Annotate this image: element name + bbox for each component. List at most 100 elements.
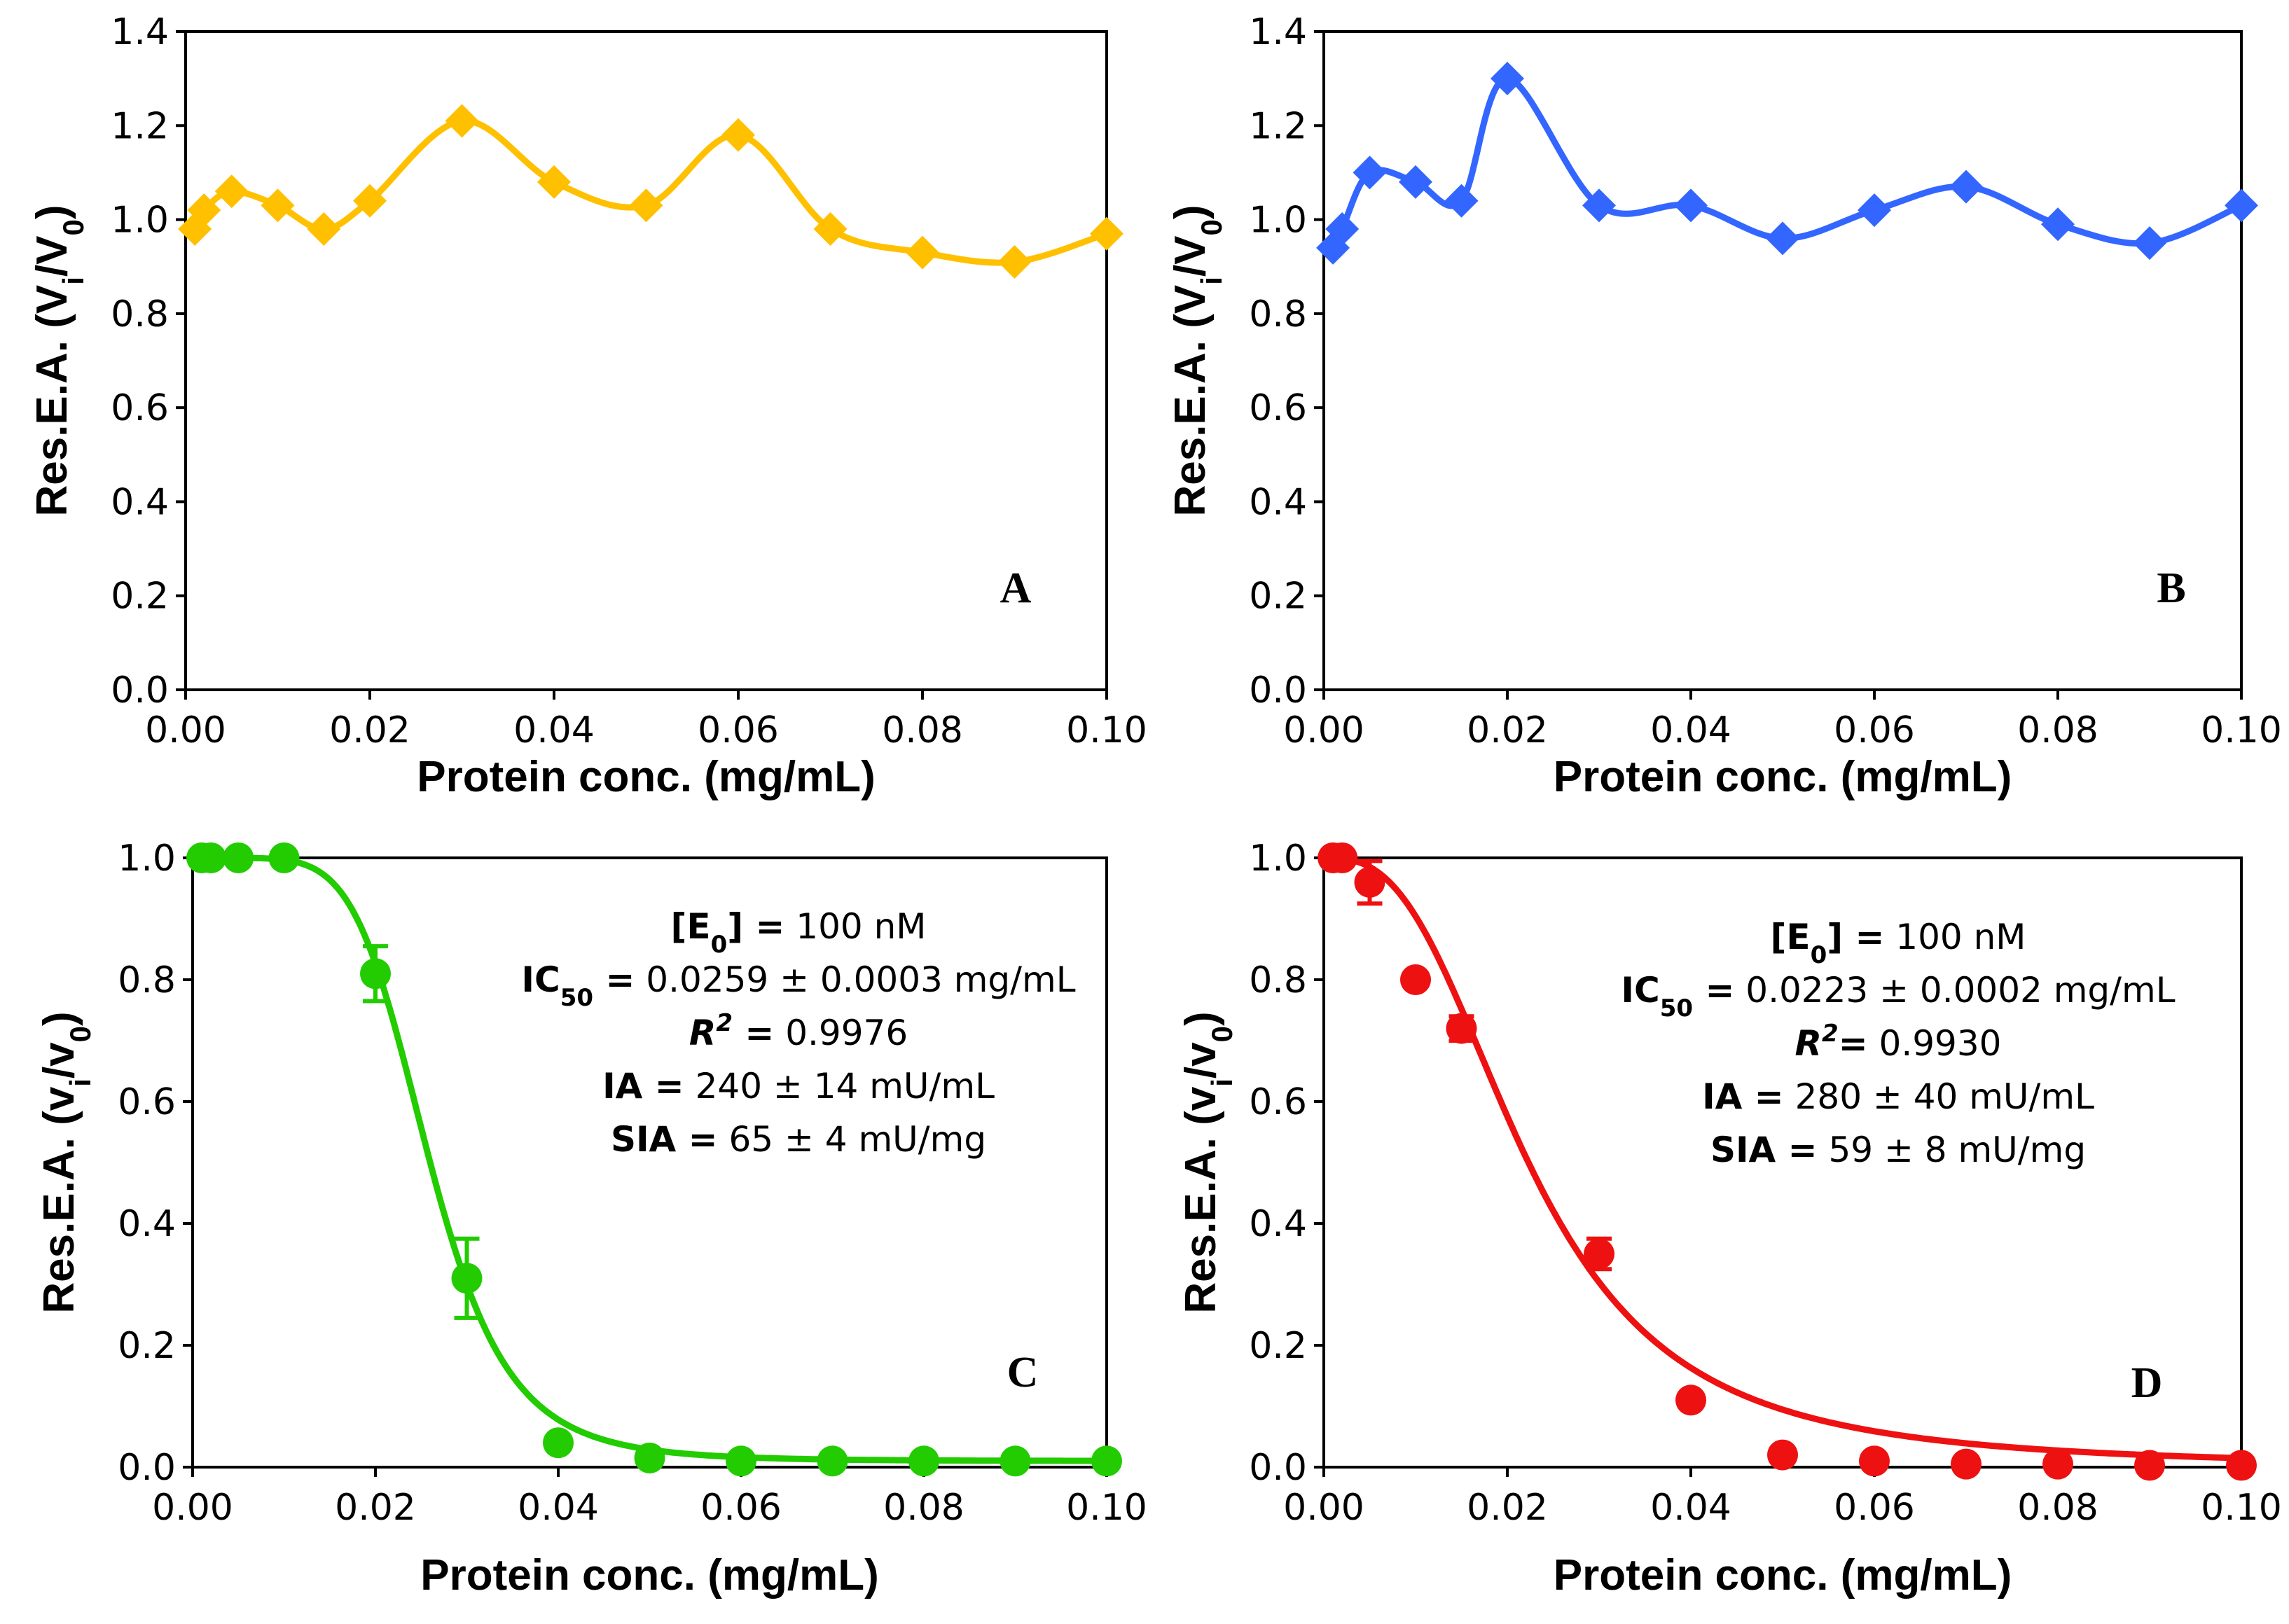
x-tick-label: 0.00 (1283, 709, 1364, 751)
data-point (543, 1427, 574, 1459)
annotation-value: 0.0223 ± 0.0002 mg/mL (1734, 970, 2175, 1011)
x-axis-label: Protein conc. (mg/mL) (420, 1551, 878, 1599)
data-point (195, 842, 227, 873)
x-tick-label: 0.08 (2017, 709, 2098, 751)
data-point (353, 183, 387, 218)
annotation-value: 0.9976 (774, 1013, 908, 1053)
y-tick-label: 1.0 (1249, 200, 1307, 242)
y-axis-label: Res.E.A. (Vi/V0) (1166, 204, 1228, 516)
panel-letter: B (2157, 564, 2185, 612)
x-tick-label: 0.10 (1066, 1487, 1147, 1529)
x-tick-label: 0.02 (335, 1487, 416, 1529)
y-tick-label: 1.2 (111, 105, 169, 147)
data-point (813, 212, 848, 246)
x-tick-label: 0.00 (145, 709, 226, 751)
data-point (223, 842, 254, 873)
y-tick-label: 0.8 (118, 959, 176, 1001)
annotation-value: 100 nM (784, 906, 926, 947)
data-point (451, 1263, 483, 1294)
panel-letter: A (1000, 564, 1032, 612)
annotation-sub: 50 (560, 984, 593, 1012)
data-point (1858, 193, 1891, 228)
y-tick-label: 1.2 (1249, 105, 1307, 147)
plot-frame (1322, 30, 2243, 691)
data-point (261, 188, 295, 223)
y-axis-label-sub: i (1195, 277, 1228, 285)
annotation-bold-eq: = (593, 959, 635, 1000)
annotation-line: IC50 = 0.0223 ± 0.0002 mg/mL (1621, 970, 2175, 1022)
y-axis-label-mid: /v (35, 1042, 83, 1078)
x-tick-label: 0.04 (518, 1487, 599, 1529)
annotation-line: [E0] = 100 nM (671, 906, 927, 959)
annotation-value: 240 ± 14 mU/mL (684, 1066, 995, 1106)
annotation-bold: IC (521, 959, 560, 1000)
data-point (1000, 1445, 1031, 1477)
annotation-line: [E0] = 100 nM (1771, 917, 2026, 969)
y-tick-label: 0.6 (111, 387, 169, 429)
annotation-value: 0.9930 (1868, 1023, 2002, 1064)
x-tick-label: 0.06 (700, 1487, 782, 1529)
annotation-bold-eq: = (1742, 1076, 1783, 1117)
data-point (537, 165, 571, 199)
y-tick-label: 0.8 (1249, 959, 1307, 1001)
data-point (1353, 155, 1387, 190)
y-tick-label: 1.4 (1249, 11, 1307, 53)
y-axis-label: Res.E.A. (Vi/V0) (28, 204, 90, 516)
data-point (2226, 1450, 2257, 1481)
y-tick-label: 1.4 (111, 11, 169, 53)
annotation-bold-eq: ] = (1827, 917, 1884, 957)
data-point (1444, 183, 1479, 218)
y-tick-label: 0.0 (1249, 669, 1307, 712)
data-point (1327, 842, 1358, 873)
data-point (817, 1445, 848, 1477)
data-point (1949, 169, 1983, 204)
x-axis-label: Protein conc. (mg/mL) (417, 753, 875, 801)
x-tick-label: 0.02 (1467, 709, 1548, 751)
data-point (726, 1445, 756, 1477)
y-axis-label-main: Res.E.A. (v (1177, 1086, 1225, 1313)
x-axis-label: Protein conc. (mg/mL) (1554, 753, 2012, 801)
annotation-bold-eq: = (1693, 970, 1734, 1011)
annotation-bold: IA (602, 1066, 643, 1106)
panel-a: 0.0 0.2 0.4 0.6 0.8 1.0 1.2 1.4 0.00 0.02 0.04 0.06… (28, 11, 1147, 801)
annotation-line: R2= 0.9930 (1795, 1020, 2002, 1064)
data-point (1675, 1384, 1706, 1416)
x-tick-label: 0.02 (1467, 1487, 1548, 1529)
panel-letter: C (1007, 1349, 1039, 1396)
data-point (1400, 964, 1431, 995)
x-tick-label: 0.02 (329, 709, 410, 751)
data-point (1446, 1013, 1477, 1044)
annotation-bold-eq: = (676, 1119, 717, 1160)
data-point (2225, 188, 2258, 223)
data-point (1491, 62, 1524, 96)
annotation-bold-eq: ] = (727, 906, 784, 947)
y-axis-label-end: ) (35, 1011, 83, 1026)
y-tick-label: 0.0 (1249, 1447, 1307, 1489)
annotation-value: 100 nM (1884, 917, 2026, 957)
data-point (2041, 207, 2075, 242)
y-axis-label-sub2: 0 (1205, 1026, 1238, 1042)
y-axis-label-sub2: 0 (57, 219, 90, 235)
y-tick-label: 0.2 (1249, 1325, 1307, 1367)
annotation-bold-eq: = (1839, 1023, 1868, 1064)
y-axis-label: Res.E.A. (vi/v0) (1177, 1011, 1238, 1313)
y-axis-label-main: Res.E.A. (V (28, 285, 76, 517)
x-tick-label: 0.06 (698, 709, 779, 751)
data-point (2133, 226, 2166, 261)
x-tick-label: 0.06 (1834, 709, 1915, 751)
y-tick-label: 0.6 (1249, 1081, 1307, 1123)
data-point (1091, 1445, 1122, 1477)
annotation-bold-eq: = (733, 1013, 774, 1053)
y-axis-label-end: ) (1177, 1011, 1225, 1026)
data-point (360, 958, 391, 990)
annotation-bold: [E (1771, 917, 1811, 957)
annotation-bold: IA (1702, 1076, 1743, 1117)
annotation-line: IA = 280 ± 40 mU/mL (1702, 1076, 2094, 1117)
y-axis-label-main: Res.E.A. (V (1166, 285, 1215, 517)
data-point (1766, 221, 1799, 256)
y-axis-label-sub: i (57, 277, 90, 285)
data-point (307, 212, 341, 246)
